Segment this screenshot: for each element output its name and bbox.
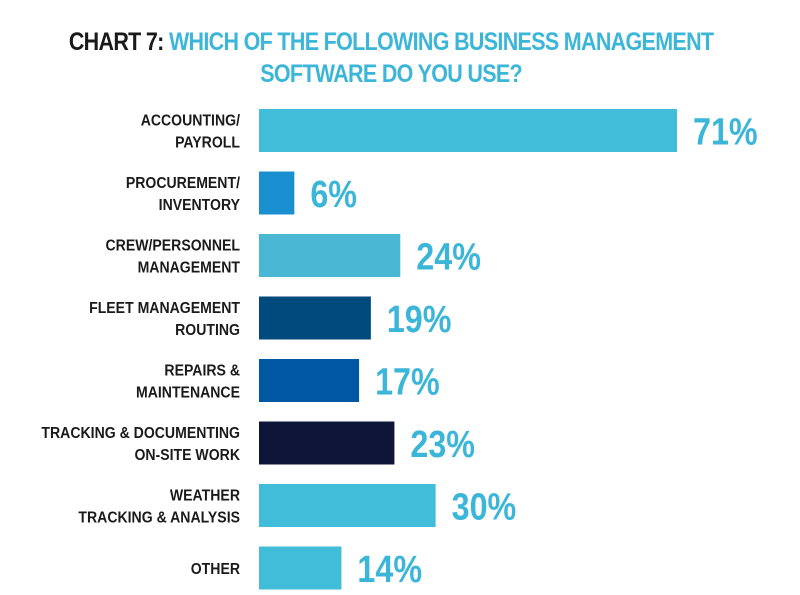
category-label-2-0: CREW/PERSONNEL [106,237,240,255]
value-label-7: 14% [357,549,422,591]
category-label-2-1: MANAGEMENT [138,259,241,277]
category-label-5-1: ON-SITE WORK [134,446,240,464]
category-label-4-1: MAINTENANCE [136,384,240,402]
value-label-3: 19% [387,299,452,341]
chart-title-question-line1: WHICH OF THE FOLLOWING BUSINESS MANAGEME… [168,28,714,56]
value-label-1: 6% [310,174,357,216]
category-label-5-0: TRACKING & DOCUMENTING [41,424,240,442]
category-label-6-1: TRACKING & ANALYSIS [78,509,240,527]
chart-title: CHART 7: WHICH OF THE FOLLOWING BUSINESS… [60,26,722,90]
category-label-1-1: INVENTORY [159,196,240,214]
bar-5 [259,421,395,465]
value-label-2: 24% [416,236,481,278]
category-label-3-0: FLEET MANAGEMENT [89,299,241,317]
bar-4 [259,359,360,402]
bar-2 [259,234,401,277]
bar-6 [259,484,436,527]
value-label-4: 17% [375,361,440,403]
category-label-6-0: WEATHER [170,487,240,505]
bar-1 [259,171,295,215]
category-label-7-0: OTHER [191,560,240,578]
category-label-1-0: PROCUREMENT/ [126,174,241,192]
bar-0 [259,109,677,152]
bar-7 [259,546,342,590]
bar-3 [259,296,371,340]
chart-title-question-line2: SOFTWARE DO YOU USE? [260,60,522,88]
category-label-4-0: REPAIRS & [164,362,240,380]
value-label-0: 71% [693,111,758,153]
category-label-0-0: ACCOUNTING/ [141,112,241,130]
category-label-3-1: ROUTING [175,321,240,339]
value-label-5: 23% [410,424,475,466]
value-label-6: 30% [452,486,517,528]
chart-title-prefix: CHART 7: [68,28,165,56]
category-label-0-1: PAYROLL [175,134,240,152]
